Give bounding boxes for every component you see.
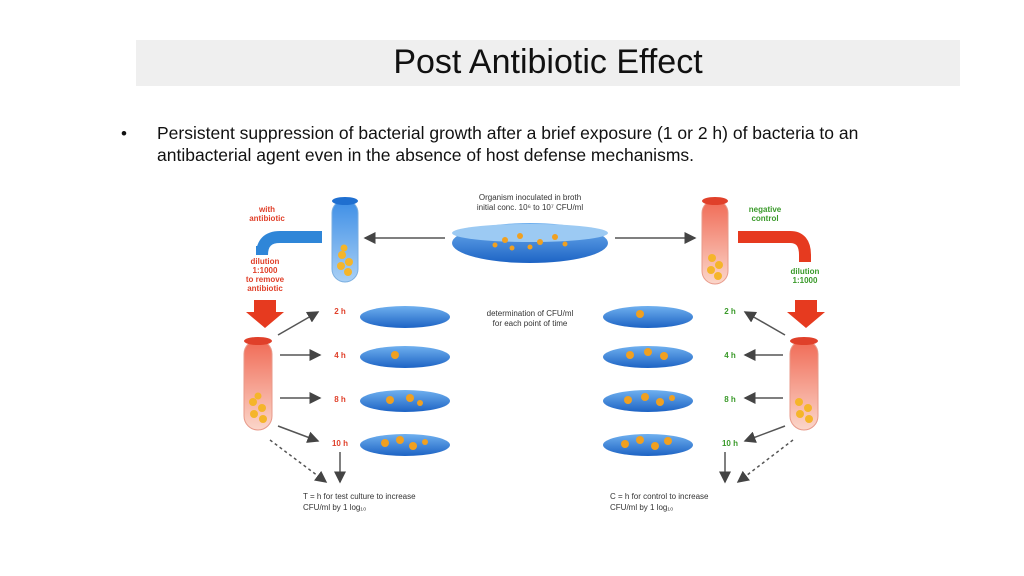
bottom-left-line2: CFU/ml by 1 log₁₀	[303, 503, 366, 512]
red-bent-arrow	[738, 231, 811, 262]
top-note-line1: Organism inoculated in broth	[479, 193, 581, 202]
tube-with-antibiotic	[331, 197, 359, 283]
right-control-tube	[789, 337, 819, 431]
red-down-arrow-right	[787, 300, 825, 328]
right-time-labels: 2 h 4 h 8 h 10 h	[722, 307, 738, 448]
right-plate-8h	[603, 390, 693, 412]
left-plate-2h	[360, 306, 450, 328]
left-tube-arrows	[269, 311, 346, 484]
dilution-right-line2: 1:1000	[793, 276, 818, 285]
time-label: 10 h	[722, 439, 738, 448]
bullet-marker: •	[121, 124, 127, 143]
left-test-tube	[243, 337, 273, 431]
dilution-left-line1: dilution	[251, 257, 280, 266]
dilution-left-line3: to remove	[246, 275, 285, 284]
right-plate-4h	[603, 346, 693, 368]
top-note-line2: initial conc. 10⁶ to 10⁷ CFU/ml	[477, 203, 583, 212]
time-label: 10 h	[332, 439, 348, 448]
time-label: 8 h	[334, 395, 346, 404]
left-label-line2: antibiotic	[249, 214, 285, 223]
time-label: 2 h	[334, 307, 346, 316]
left-label-line1: with	[258, 205, 275, 214]
right-label-line2: control	[751, 214, 778, 223]
red-down-arrow-left	[246, 300, 284, 328]
title-bar: Post Antibiotic Effect	[136, 40, 960, 86]
left-plates	[360, 306, 450, 456]
left-plate-4h	[360, 346, 450, 368]
middle-note-line1: determination of CFU/ml	[487, 309, 574, 318]
dilution-left-line2: 1:1000	[253, 266, 278, 275]
right-label-line1: negative	[749, 205, 782, 214]
right-plate-2h	[603, 306, 693, 328]
blue-bent-arrow	[256, 231, 322, 256]
right-plate-10h	[603, 434, 693, 456]
time-label: 4 h	[724, 351, 736, 360]
left-time-labels: 2 h 4 h 8 h 10 h	[332, 307, 348, 448]
middle-note-line2: for each point of time	[493, 319, 568, 328]
bottom-right-line1: C = h for control to increase	[610, 492, 709, 501]
time-label: 4 h	[334, 351, 346, 360]
bullet-text: Persistent suppression of bacterial grow…	[157, 123, 859, 165]
inoculum-plate	[452, 223, 608, 263]
right-tube-arrows	[719, 311, 794, 484]
dilution-left-line4: antibiotic	[247, 284, 283, 293]
bottom-right-line2: CFU/ml by 1 log₁₀	[610, 503, 673, 512]
time-label: 8 h	[724, 395, 736, 404]
right-plates	[603, 306, 693, 456]
left-plate-8h	[360, 390, 450, 412]
dilution-right-line1: dilution	[791, 267, 820, 276]
tube-negative-control	[701, 197, 729, 285]
left-plate-10h	[360, 434, 450, 456]
bottom-left-line1: T = h for test culture to increase	[303, 492, 416, 501]
bacteria-cluster-top	[492, 233, 568, 251]
slide-title: Post Antibiotic Effect	[393, 43, 703, 81]
time-label: 2 h	[724, 307, 736, 316]
